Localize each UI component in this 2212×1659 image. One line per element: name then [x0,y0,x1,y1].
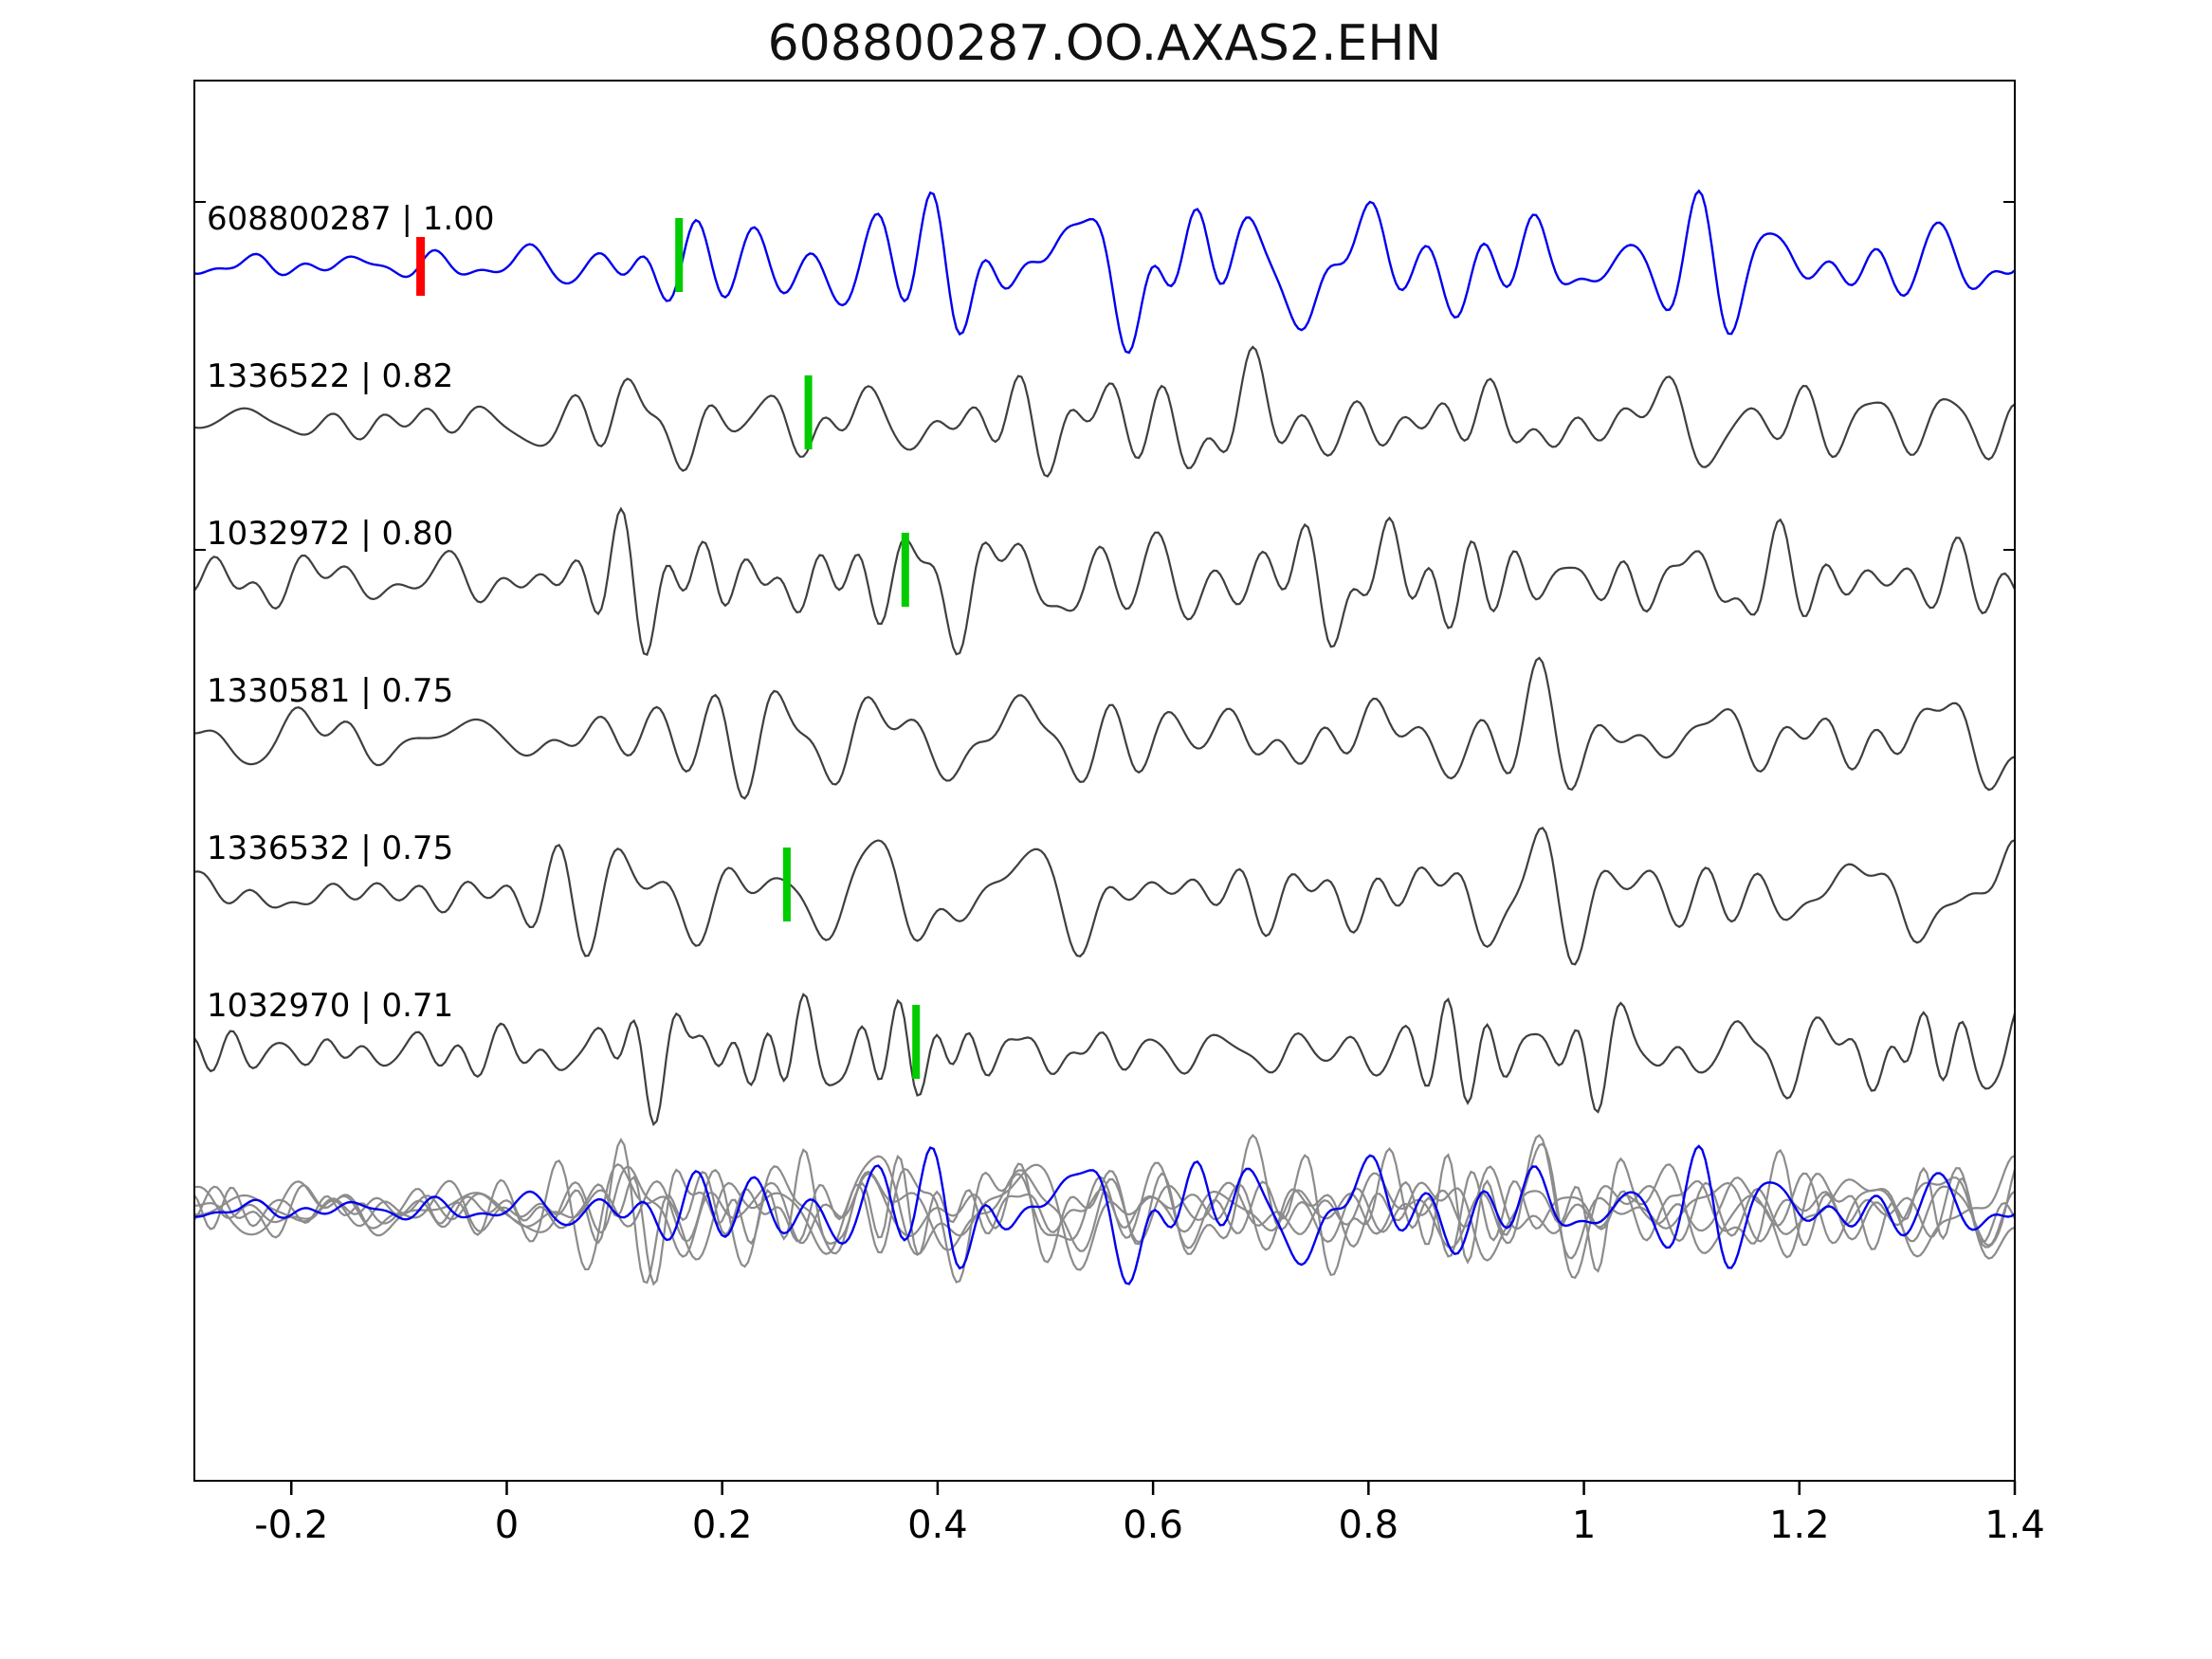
x-tick-label: 1.2 [1769,1504,1830,1547]
pick-marker-red [416,237,426,296]
axes-box [193,80,2016,1482]
trace-label-608800287: 608800287 | 1.00 [207,200,494,238]
waveform-trace-1336522 [194,345,2015,478]
x-tick-label: -0.2 [254,1504,328,1547]
pick-marker-green [675,218,684,292]
waveform-trace-1330581 [194,656,2015,800]
plot-title: 608800287.OO.AXAS2.EHN [767,15,1442,72]
waveform-trace-1032972 [194,506,2015,657]
trace-label-1336522: 1336522 | 0.82 [207,357,453,395]
overlay-template-trace-1330581 [194,1134,2015,1268]
waveform-trace-1032970 [194,993,2015,1127]
overlay-template-trace-1032972 [194,1137,2015,1285]
x-tick-label: 0 [495,1504,519,1547]
pick-marker-green [901,533,909,607]
overlay-detection-trace-608800287 [194,1144,2015,1285]
trace-label-1032970: 1032970 | 0.71 [207,987,453,1025]
pick-marker-green [804,375,813,449]
waveform-area [194,189,2015,1286]
x-tick-label: 0.8 [1339,1504,1399,1547]
x-tick-label: 0.4 [907,1504,968,1547]
pick-marker-green [782,848,791,921]
x-tick-label: 0.6 [1123,1504,1183,1547]
trace-label-1330581: 1330581 | 0.75 [207,672,453,710]
pick-marker-green [912,1005,921,1079]
trace-label-1032972: 1032972 | 0.80 [207,515,453,553]
waveform-trace-608800287 [194,189,2015,355]
trace-label-1336532: 1336532 | 0.75 [207,830,453,867]
waveform-trace-1336532 [194,826,2015,966]
x-tick-label: 0.2 [692,1504,753,1547]
x-tick-label: 1.4 [1984,1504,2045,1547]
x-tick-label: 1 [1572,1504,1596,1547]
